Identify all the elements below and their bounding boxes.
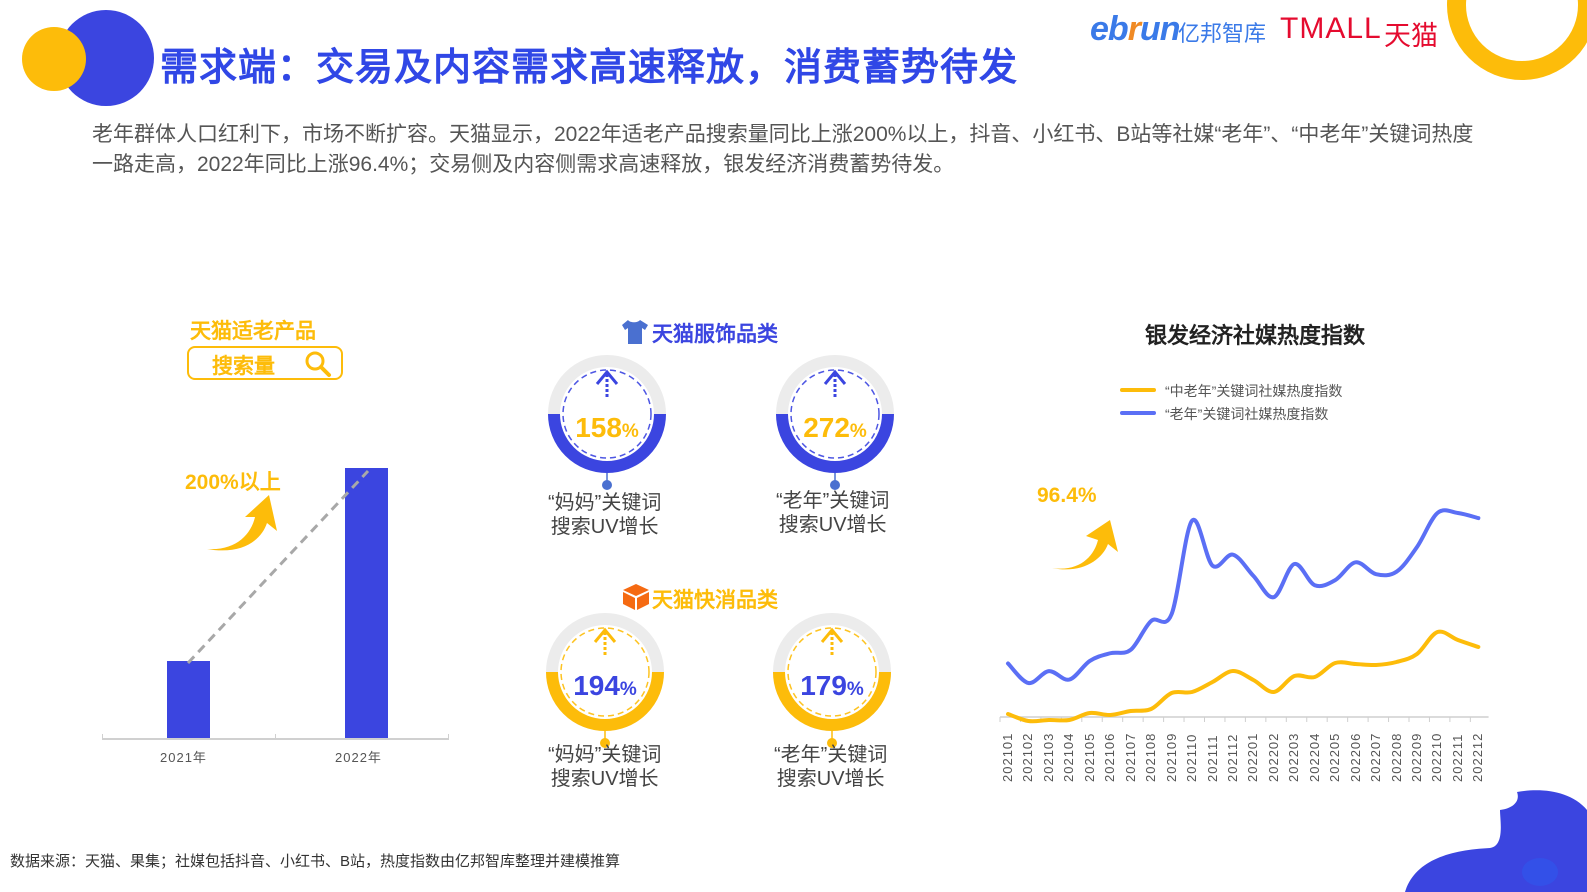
bar-x-label-2021: 2021年 <box>160 750 207 765</box>
growth-percentage: 272% <box>791 412 879 444</box>
growth-label: “老年”关键词 搜索UV增长 <box>774 743 887 791</box>
growth-label: “妈妈”关键词 搜索UV增长 <box>548 743 661 791</box>
growth-unit: % <box>621 421 639 442</box>
line-chart-x-label: 202108 <box>1143 732 1159 782</box>
line-chart-x-label: 202203 <box>1286 732 1302 782</box>
bar-growth-label: 200%以上 <box>185 471 281 494</box>
line-chart-x-label: 202107 <box>1122 732 1138 782</box>
line-chart-x-label: 202103 <box>1040 732 1056 782</box>
line-chart-x-label: 202104 <box>1061 732 1077 782</box>
ebrun-logo-r: r <box>1127 10 1141 48</box>
line-chart-x-label: 202105 <box>1081 732 1097 782</box>
line-chart-x-label: 202106 <box>1102 732 1118 782</box>
legend-label-elderly: “老年”关键词社媒热度指数 <box>1165 406 1329 422</box>
legend-swatch-elderly <box>1120 411 1156 415</box>
data-source-note: 数据来源：天猫、果集；社媒包括抖音、小红书、B站，热度指数由亿邦智库整理并建模推… <box>10 853 621 870</box>
trend-dashed-line <box>186 469 370 665</box>
growth-value: 179 <box>800 670 847 701</box>
growth-label: “妈妈”关键词 搜索UV增长 <box>548 491 661 539</box>
line-chart-title: 银发经济社媒热度指数 <box>1145 323 1366 348</box>
line-chart-x-label: 202205 <box>1327 732 1343 782</box>
curved-arrow-up-icon <box>207 495 277 551</box>
ebrun-logo-part: eb <box>1090 10 1129 48</box>
line-series-middle-aged <box>1006 629 1481 724</box>
growth-label-line2: 搜索UV增长 <box>776 768 885 790</box>
arrow-up-icon <box>823 369 847 398</box>
growth-unit: % <box>846 679 864 700</box>
search-volume-label: 搜索量 <box>212 355 275 378</box>
growth-unit: % <box>849 421 867 442</box>
line-chart-x-label: 202206 <box>1347 732 1363 782</box>
growth-percentage: 158% <box>563 412 651 444</box>
growth-label-line1: “妈妈”关键词 <box>548 744 662 766</box>
growth-label-line1: “妈妈”关键词 <box>548 492 662 514</box>
growth-unit: % <box>619 679 637 700</box>
growth-label-line2: 搜索UV增长 <box>550 516 659 538</box>
growth-ring-apparel-0 <box>548 355 666 490</box>
bar-axis-tick <box>448 734 449 740</box>
tshirt-icon <box>622 320 648 344</box>
intro-paragraph: 老年群体人口红利下，市场不断扩容。天猫显示，2022年适老产品搜索量同比上涨20… <box>92 123 1474 176</box>
growth-value: 272 <box>803 412 850 443</box>
line-chart-x-label: 202111 <box>1204 734 1220 782</box>
search-icon <box>305 351 331 377</box>
line-chart-x-label: 202102 <box>1020 732 1036 782</box>
growth-percentage: 194% <box>561 670 649 702</box>
legend-label-middle-aged: “中老年”关键词社媒热度指数 <box>1165 383 1343 399</box>
ebrun-logo-tail: un <box>1139 10 1181 48</box>
growth-label-line1: “老年”关键词 <box>774 744 888 766</box>
cube-box-icon <box>623 584 649 610</box>
social-heat-line-chart <box>999 508 1489 724</box>
growth-ring-apparel-1 <box>776 355 894 490</box>
bar-2022 <box>345 468 388 738</box>
line-chart-x-label: 202202 <box>1265 732 1281 782</box>
growth-label-line2: 搜索UV增长 <box>550 768 659 790</box>
arrow-up-icon <box>593 627 617 656</box>
bar-x-label-2022: 2022年 <box>335 750 382 765</box>
growth-value: 194 <box>573 670 620 701</box>
line-chart-x-label: 202101 <box>1000 732 1015 782</box>
arrow-up-icon <box>595 369 619 398</box>
decorative-yellow-circle <box>22 27 86 91</box>
line-chart-x-label: 202112 <box>1224 733 1240 782</box>
legend-swatch-middle-aged <box>1120 388 1156 392</box>
growth-value: 158 <box>575 412 622 443</box>
growth-ring-fmcg-0 <box>546 613 664 748</box>
growth-percentage: 179% <box>788 670 876 702</box>
left-panel-title: 天猫适老产品 <box>190 320 316 343</box>
decorative-blue-blob <box>1405 790 1587 892</box>
line-growth-label: 96.4% <box>1037 484 1097 507</box>
ebrun-logo-cn: 亿邦智库 <box>1178 21 1267 46</box>
bar-axis-tick <box>102 734 103 740</box>
curved-arrow-up-icon <box>1052 520 1118 570</box>
growth-label-line1: “老年”关键词 <box>776 490 890 512</box>
tmall-logo: TMALL <box>1280 12 1382 45</box>
fmcg-category-title: 天猫快消品类 <box>652 589 778 612</box>
arrow-up-icon <box>820 627 844 656</box>
decorative-yellow-ring <box>1447 0 1587 80</box>
line-series-elderly <box>1006 508 1481 686</box>
search-volume-box <box>187 346 343 380</box>
bar-2021 <box>167 661 210 738</box>
page-title: 需求端：交易及内容需求高速释放，消费蓄势待发 <box>160 47 1019 89</box>
line-chart-x-label: 202204 <box>1306 732 1322 782</box>
growth-label-line2: 搜索UV增长 <box>778 514 887 536</box>
line-chart-x-label: 202109 <box>1163 732 1179 782</box>
growth-label: “老年”关键词 搜索UV增长 <box>776 489 889 537</box>
line-chart-x-label: 202110 <box>1184 733 1200 782</box>
apparel-category-title: 天猫服饰品类 <box>652 323 778 346</box>
tmall-logo-cn: 天猫 <box>1384 21 1438 51</box>
ebrun-logo: ebrun <box>1090 10 1181 49</box>
bar-axis-tick <box>275 734 276 740</box>
line-chart-x-label: 202201 <box>1245 732 1261 782</box>
growth-ring-fmcg-1 <box>773 613 891 748</box>
